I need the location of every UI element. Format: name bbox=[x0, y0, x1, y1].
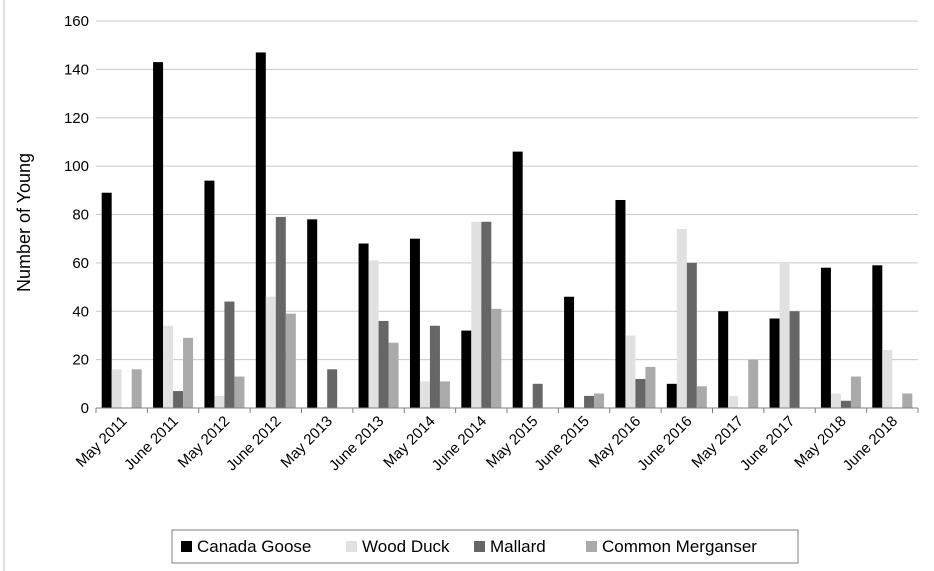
bar-wood-duck bbox=[419, 381, 430, 408]
bar-wood-duck bbox=[676, 229, 687, 408]
bar-common-merganser bbox=[439, 381, 450, 408]
y-tick-label: 100 bbox=[64, 158, 89, 175]
bar-wood-duck bbox=[471, 221, 482, 408]
bar-canada-goose bbox=[101, 192, 112, 408]
bar-canada-goose bbox=[718, 311, 729, 408]
x-tick-label: June 2013 bbox=[326, 413, 388, 475]
bar-wood-duck bbox=[368, 260, 379, 408]
bar-common-merganser bbox=[696, 386, 707, 408]
y-tick-label: 120 bbox=[64, 110, 89, 127]
legend-label: Canada Goose bbox=[197, 537, 311, 556]
bar-canada-goose bbox=[769, 318, 780, 408]
bar-canada-goose bbox=[820, 267, 831, 408]
bar-wood-duck bbox=[728, 395, 739, 408]
x-tick-label: June 2016 bbox=[634, 413, 696, 475]
bars bbox=[95, 52, 919, 413]
bar-common-merganser bbox=[902, 393, 913, 408]
gridlines bbox=[96, 20, 918, 361]
bar-canada-goose bbox=[564, 296, 575, 408]
bar-mallard bbox=[635, 378, 646, 408]
bar-wood-duck bbox=[882, 349, 893, 408]
y-tick-labels: 0 20 40 60 80 100 120 140 160 bbox=[64, 13, 89, 417]
bar-canada-goose bbox=[666, 383, 677, 408]
legend-swatch bbox=[181, 541, 192, 552]
y-tick-label: 80 bbox=[72, 207, 89, 224]
legend-label: Wood Duck bbox=[362, 537, 450, 556]
x-tick-label: June 2015 bbox=[531, 413, 593, 475]
x-tick-label: June 2014 bbox=[429, 413, 491, 475]
bar-canada-goose bbox=[615, 199, 626, 408]
bar-wood-duck bbox=[111, 369, 122, 408]
bar-common-merganser bbox=[850, 376, 861, 408]
y-axis-label: Number of Young bbox=[14, 153, 34, 292]
legend-swatch bbox=[586, 541, 597, 552]
bar-wood-duck bbox=[214, 395, 225, 408]
bar-mallard bbox=[327, 369, 338, 408]
bar-canada-goose bbox=[409, 238, 420, 408]
bar-wood-duck bbox=[625, 335, 636, 408]
bar-mallard bbox=[224, 301, 235, 408]
y-tick-label: 20 bbox=[72, 352, 89, 369]
bar-canada-goose bbox=[872, 265, 883, 408]
bar-wood-duck bbox=[163, 325, 174, 408]
legend-swatch bbox=[346, 541, 357, 552]
y-tick-label: 40 bbox=[72, 303, 89, 320]
bar-mallard bbox=[686, 262, 697, 408]
bar-mallard bbox=[789, 311, 800, 408]
x-tick-label: June 2018 bbox=[840, 413, 902, 475]
x-tick-label: June 2017 bbox=[737, 413, 799, 475]
bar-mallard bbox=[532, 383, 543, 408]
bar-canada-goose bbox=[307, 219, 318, 408]
bar-wood-duck bbox=[265, 296, 276, 408]
bar-canada-goose bbox=[512, 151, 523, 409]
bar-mallard bbox=[481, 221, 492, 408]
bar-canada-goose bbox=[255, 52, 266, 408]
bar-common-merganser bbox=[131, 369, 142, 408]
x-tick-label: June 2012 bbox=[223, 413, 285, 475]
bar-common-merganser bbox=[388, 342, 399, 408]
bar-mallard bbox=[275, 216, 286, 408]
bar-common-merganser bbox=[748, 359, 759, 408]
y-tick-label: 140 bbox=[64, 61, 89, 78]
legend: Canada Goose Wood Duck Mallard Common Merga… bbox=[171, 529, 799, 564]
bar-canada-goose bbox=[461, 330, 472, 408]
bar-wood-duck bbox=[779, 262, 790, 408]
bar-common-merganser bbox=[234, 376, 245, 408]
bar-mallard bbox=[378, 320, 389, 408]
bar-mallard bbox=[429, 325, 440, 408]
legend-swatch bbox=[474, 541, 485, 552]
legend-label: Common Merganser bbox=[602, 537, 757, 556]
legend-label: Mallard bbox=[490, 537, 546, 556]
bar-mallard bbox=[840, 400, 851, 408]
bar-common-merganser bbox=[594, 393, 605, 408]
bar-canada-goose bbox=[204, 180, 215, 408]
bar-canada-goose bbox=[153, 62, 164, 409]
y-tick-label: 0 bbox=[81, 400, 89, 417]
bar-common-merganser bbox=[183, 337, 194, 408]
bar-wood-duck bbox=[830, 393, 841, 408]
x-tick-label: June 2011 bbox=[121, 413, 182, 474]
bar-mallard bbox=[173, 391, 184, 408]
bar-common-merganser bbox=[645, 366, 656, 408]
y-tick-label: 60 bbox=[72, 255, 89, 272]
y-tick-label: 160 bbox=[64, 13, 89, 30]
bar-mallard bbox=[584, 395, 595, 408]
bar-common-merganser bbox=[285, 313, 296, 408]
bar-common-merganser bbox=[491, 308, 502, 408]
bar-canada-goose bbox=[358, 243, 369, 408]
